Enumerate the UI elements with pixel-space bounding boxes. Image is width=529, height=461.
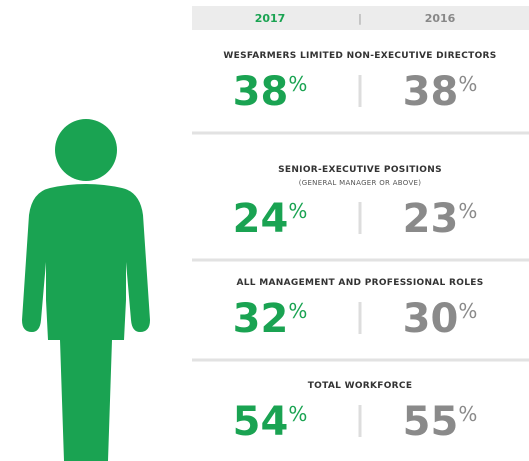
- row-label: WESFARMERS LIMITED NON-EXECUTIVE DIRECTO…: [223, 51, 496, 61]
- value-number: 54: [233, 399, 289, 445]
- value-number: 30: [403, 296, 459, 342]
- figure-head: [55, 119, 117, 181]
- value: 24%: [233, 196, 308, 242]
- row-label: TOTAL WORKFORCE: [308, 381, 413, 391]
- value: 30%: [403, 296, 478, 342]
- value-unit: %: [288, 299, 307, 323]
- divider: |: [358, 12, 362, 25]
- value: 23%: [403, 196, 478, 242]
- value-unit: %: [458, 72, 477, 96]
- value-unit: %: [458, 402, 477, 426]
- value-number: 32: [233, 296, 289, 342]
- row-label: ALL MANAGEMENT AND PROFESSIONAL ROLES: [237, 278, 484, 288]
- figure: [22, 119, 150, 461]
- value-number: 23: [403, 196, 459, 242]
- value: 38%: [233, 69, 308, 115]
- value: 54%: [233, 399, 308, 445]
- year-label: 2017: [255, 12, 286, 25]
- value-unit: %: [458, 299, 477, 323]
- value-number: 55: [403, 399, 459, 445]
- value-number: 24: [233, 196, 289, 242]
- value-number: 38: [233, 69, 289, 115]
- value: 32%: [233, 296, 308, 342]
- row-label: SENIOR-EXECUTIVE POSITIONS: [278, 165, 442, 175]
- header-bar: [192, 6, 529, 30]
- value-unit: %: [288, 402, 307, 426]
- year-label: 2016: [425, 12, 456, 25]
- value-number: 38: [403, 69, 459, 115]
- figure-body: [22, 184, 150, 461]
- row-sublabel: (GENERAL MANAGER OR ABOVE): [299, 179, 422, 187]
- value: 38%: [403, 69, 478, 115]
- value-unit: %: [288, 72, 307, 96]
- value: 55%: [403, 399, 478, 445]
- value-unit: %: [288, 199, 307, 223]
- value-unit: %: [458, 199, 477, 223]
